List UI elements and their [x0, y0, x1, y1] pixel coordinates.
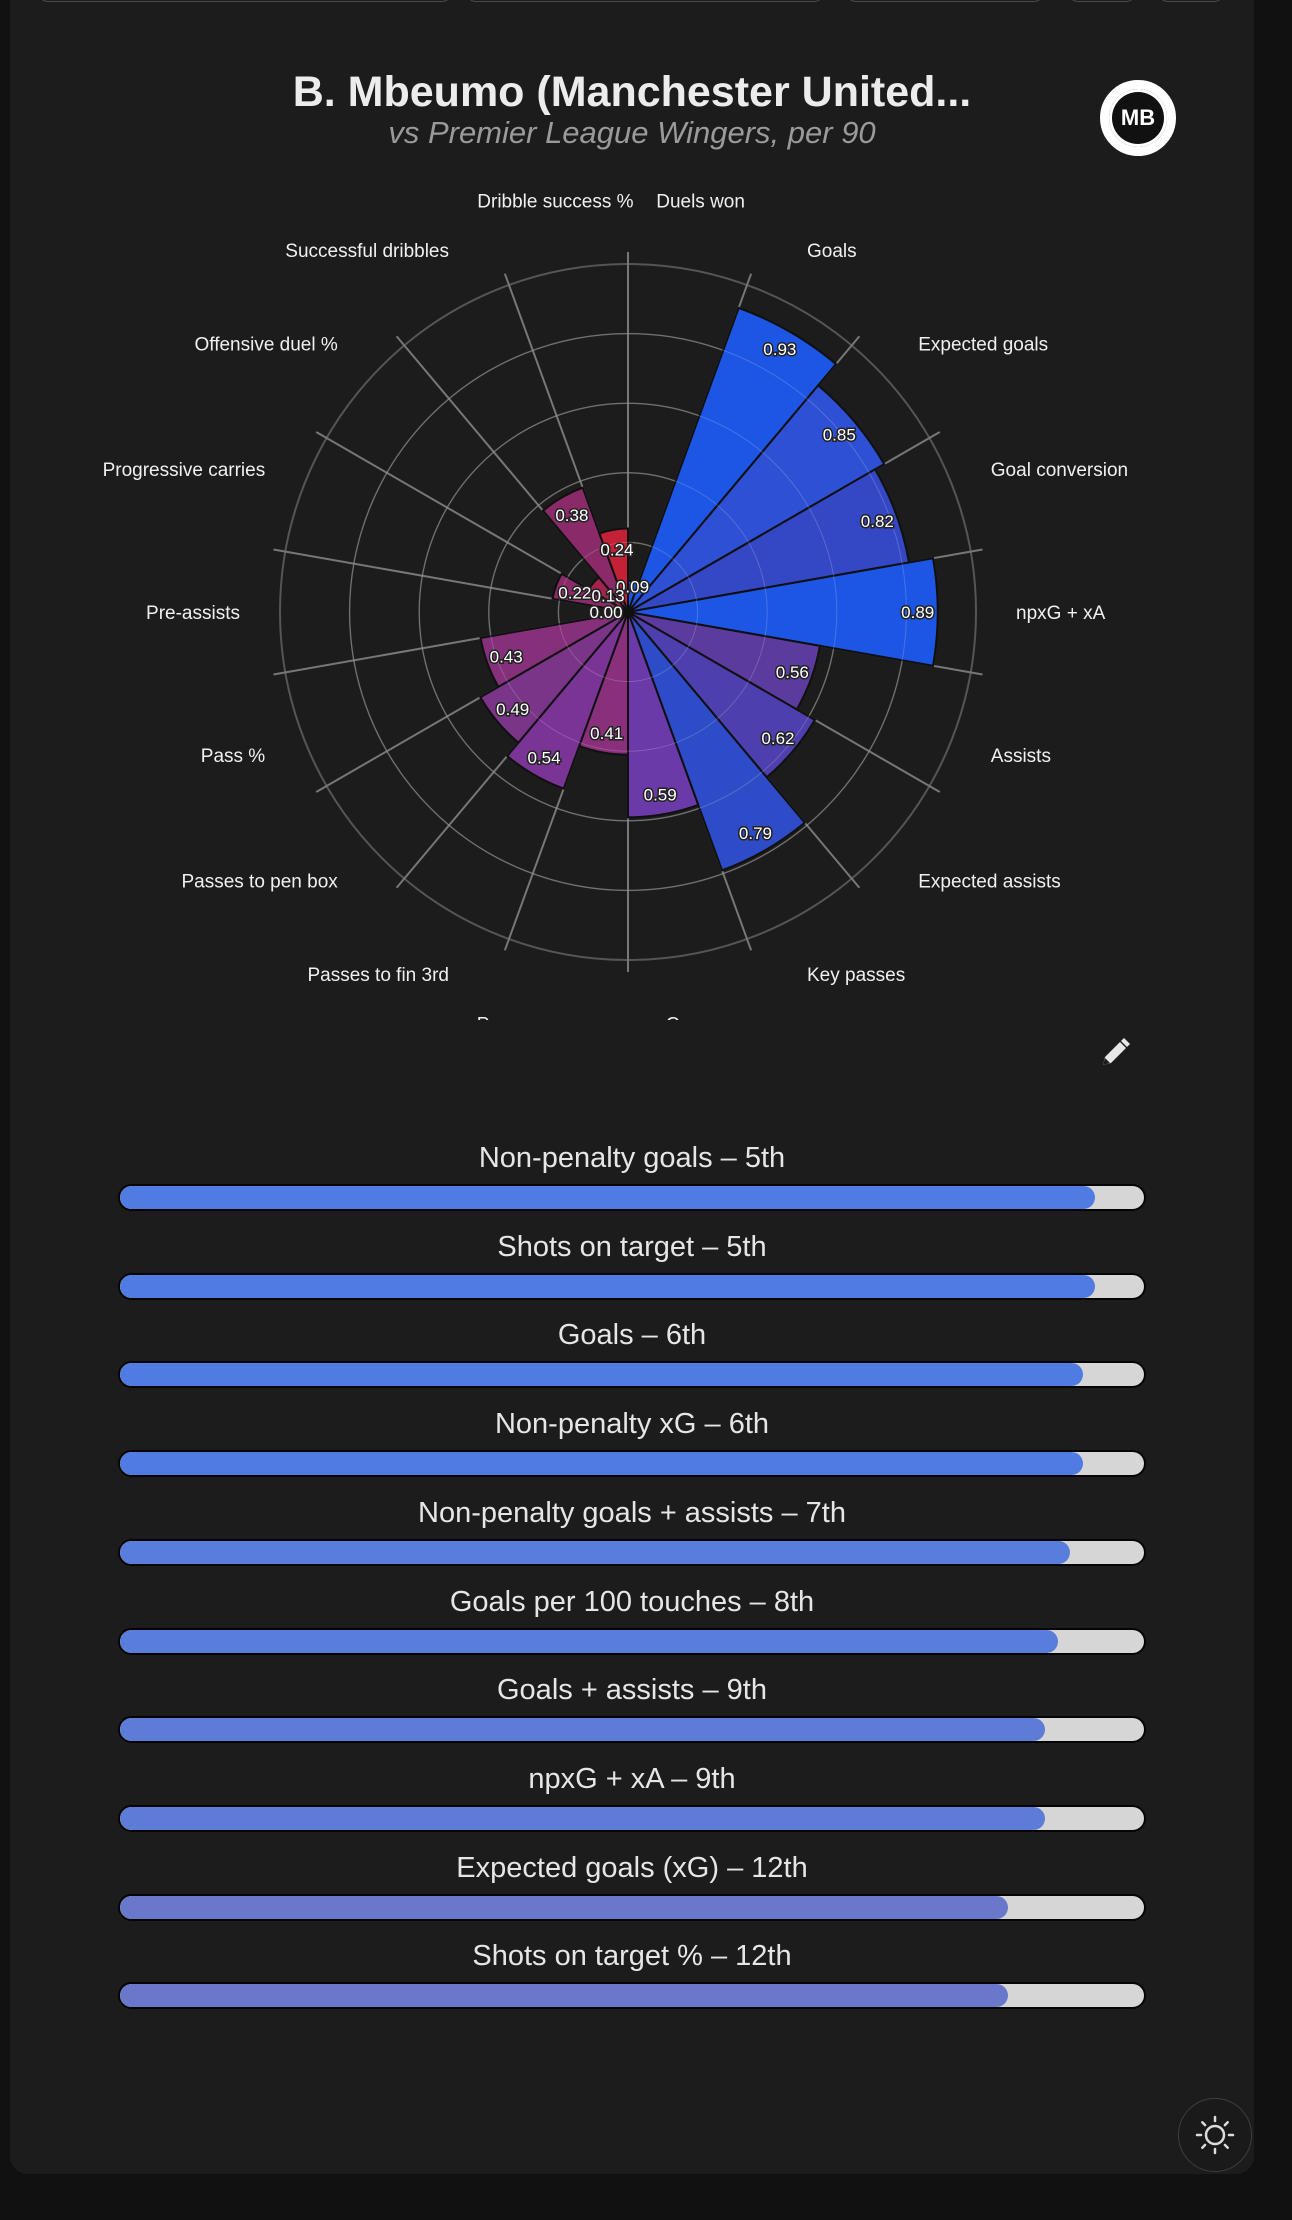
wedge-12 [479, 611, 629, 689]
bar-label: Goals – 6th [557, 1319, 707, 1352]
bar-fill [120, 1806, 1045, 1830]
wedge-8 [627, 611, 700, 819]
percentile-bar-row: Non-penalty xG – 6th [118, 1404, 1146, 1478]
category-label: Successful dribbles [285, 241, 449, 262]
category-label: Assists [991, 746, 1051, 767]
bar-fill [120, 1186, 1095, 1209]
percentile-bar-row: Non-penalty goals – 5th [118, 1138, 1146, 1211]
category-label: Goals [807, 241, 857, 262]
value-label: 0.38 [555, 506, 588, 525]
wedge-4 [627, 557, 939, 667]
sun-icon [1195, 2115, 1235, 2155]
bar-fill [120, 1718, 1045, 1742]
bar-track [118, 1804, 1146, 1832]
category-label: npxG + xA [1016, 603, 1106, 624]
bar-fill [120, 1274, 1095, 1298]
bar-track [118, 1272, 1146, 1300]
bar-label: Goals per 100 touches – 8th [449, 1585, 815, 1618]
bar-track [118, 1716, 1146, 1744]
value-label: 0.89 [901, 603, 934, 622]
bar-fill [120, 1895, 1008, 1919]
value-label: 0.56 [776, 663, 809, 682]
bar-fill [120, 1984, 1008, 2008]
pencil-icon[interactable] [1098, 1036, 1132, 1070]
value-label: 0.00 [589, 603, 622, 622]
bar-fill [120, 1452, 1083, 1476]
category-label: Offensive duel % [194, 334, 337, 355]
bar-track [118, 1361, 1146, 1389]
value-label: 0.13 [592, 586, 625, 605]
chart-title: B. Mbeumo (Manchester United... [292, 68, 972, 116]
percentile-bar-row: Goals per 100 touches – 8th [118, 1582, 1146, 1655]
bar-track [118, 1982, 1146, 2010]
bar-fill [120, 1363, 1083, 1387]
bar-label: Expected goals (xG) – 12th [456, 1851, 808, 1884]
bar-label: Shots on target % – 12th [472, 1940, 792, 1973]
category-label: Progressive carries [103, 460, 266, 481]
bar-fill [120, 1629, 1058, 1653]
bar-track [118, 1538, 1146, 1566]
percentile-bar-row: Expected goals (xG) – 12th [118, 1848, 1146, 1921]
percentile-bar-row: npxG + xA – 9th [118, 1759, 1146, 1832]
theme-toggle-button[interactable] [1178, 2098, 1252, 2172]
value-label: 0.22 [558, 584, 591, 603]
percentile-bar-row: Goals – 6th [118, 1315, 1146, 1389]
category-label: Duels won [656, 191, 745, 212]
grid-circle-overlay [488, 472, 768, 752]
wedge-7 [627, 611, 807, 872]
bar-fill [120, 1540, 1071, 1564]
category-label: Dribble success % [477, 191, 633, 212]
value-label: 0.62 [761, 729, 794, 748]
value-label: 0.41 [590, 724, 623, 743]
grid-circle-overlay [557, 541, 699, 683]
value-label: 0.54 [527, 748, 560, 767]
bar-label: Goals + assists – 9th [497, 1674, 767, 1707]
bar-label: Non-penalty goals – 5th [478, 1142, 786, 1174]
category-label: Passes to pen box [181, 872, 338, 893]
value-label: 0.82 [861, 512, 894, 531]
percentile-bar-row: Goals + assists – 9th [118, 1670, 1146, 1744]
wedge-2 [627, 383, 886, 613]
polar-bar-chart: 0.09 0.93 0.85 0.82 0.89 0.56 0.62 0.79 0.59 0.41… [103, 191, 1128, 1020]
percentile-bar-row: Shots on target % – 12th [118, 1936, 1146, 2010]
value-label: 0.79 [739, 824, 772, 843]
wedge-11 [478, 611, 629, 745]
bar-track [118, 1184, 1146, 1211]
wedge-14 [551, 572, 629, 613]
percentile-bar-row: Shots on target – 5th [118, 1227, 1146, 1300]
wedge-1 [627, 306, 838, 613]
value-label: 0.43 [490, 647, 523, 666]
bar-label: npxG + xA – 9th [528, 1762, 736, 1795]
club-logo: MB [1100, 80, 1176, 156]
category-label: Passes to fin 3rd [307, 965, 449, 986]
value-label: 0.85 [823, 426, 856, 445]
chart-subtitle: vs Premier League Wingers, per 90 [388, 115, 876, 150]
category-label: Pre-assists [146, 603, 240, 624]
bar-track [118, 1450, 1146, 1478]
value-label: 0.93 [763, 340, 796, 359]
wedge-17 [598, 527, 629, 613]
grid-circle-overlay [418, 402, 838, 822]
bar-label: Non-penalty goals + assists – 7th [418, 1496, 846, 1529]
percentile-bar-row: Non-penalty goals + assists – 7th [118, 1493, 1146, 1566]
category-label: Key passes [807, 965, 905, 986]
bar-label: Non-penalty xG – 6th [494, 1408, 770, 1441]
category-label: Crosses [666, 1015, 736, 1020]
bar-track [118, 1893, 1146, 1921]
value-label: 0.49 [496, 700, 529, 719]
value-label: 0.59 [644, 786, 677, 805]
category-label: Expected goals [918, 334, 1048, 355]
category-label: Goal conversion [991, 460, 1128, 481]
category-label: Prog passes comp [477, 1015, 634, 1020]
grid-circle-overlay [349, 333, 907, 891]
bar-label: Shots on target – 5th [497, 1230, 767, 1263]
category-label: Pass % [201, 746, 266, 767]
category-label: Expected assists [918, 872, 1061, 893]
logo-text: MB [1109, 89, 1167, 147]
value-label: 0.24 [600, 540, 633, 559]
value-label: 0.09 [616, 577, 649, 596]
wedge-16 [541, 486, 629, 613]
wedge-10 [505, 611, 629, 790]
bar-track [118, 1627, 1146, 1655]
